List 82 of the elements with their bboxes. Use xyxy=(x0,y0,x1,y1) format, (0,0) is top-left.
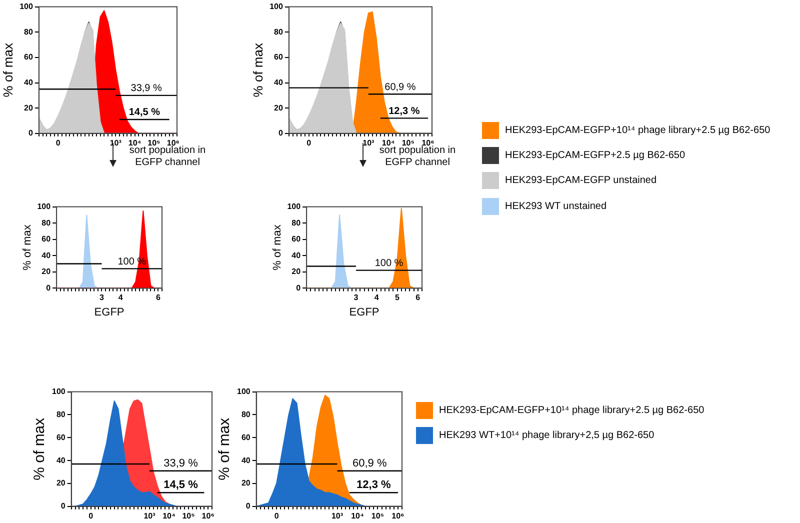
x-tick-label: 6 xyxy=(156,293,162,302)
y-tick-label: 0 xyxy=(28,128,34,138)
y-tick-label: 40 xyxy=(241,456,251,465)
y-axis-title: % of max xyxy=(250,42,266,98)
legend-label: HEK293 WT+10¹⁴ phage library+2,5 µg B62-650 xyxy=(439,430,654,441)
y-tick-label: 0 xyxy=(278,128,284,138)
y-tick-label: 20 xyxy=(24,103,34,112)
y-tick-label: 40 xyxy=(56,456,66,465)
x-tick-label: 10⁶ xyxy=(202,511,215,520)
y-tick-label: 60 xyxy=(274,52,284,62)
y-axis-title: % of max xyxy=(0,42,16,98)
x-tick-label: 10⁴ xyxy=(351,511,364,520)
legend-label: HEK293-EpCAM-EGFP+10¹⁴ phage library+2.5 µg B62-650 xyxy=(439,405,704,416)
x-tick-label: 10⁶ xyxy=(392,511,405,520)
y-tick-label: 60 xyxy=(24,52,34,62)
y-tick-label: 40 xyxy=(274,78,284,87)
annotation: 14,5 % xyxy=(128,107,160,118)
y-axis-title: % of max xyxy=(272,224,284,270)
y-tick-label: 0 xyxy=(60,502,66,511)
y-tick-label: 0 xyxy=(246,502,251,511)
x-tick-label: 10⁵ xyxy=(148,138,161,148)
legend-label: HEK293-EpCAM-EGFP+10¹⁴ phage library+2.5 µg B62-650 xyxy=(505,125,770,136)
x-tick-label: 10⁴ xyxy=(382,138,395,148)
annotation: 33,9 % xyxy=(164,457,198,470)
x-tick-label: 10⁴ xyxy=(162,511,176,520)
legend-label: HEK293-EpCAM-EGFP+2.5 µg B62-650 xyxy=(505,150,686,161)
y-tick-label: 20 xyxy=(56,478,66,488)
y-axis-title: % of max xyxy=(216,417,234,480)
y-tick-label: 100 xyxy=(52,387,66,396)
y-tick-label: 40 xyxy=(24,78,34,87)
y-tick-label: 80 xyxy=(241,410,251,419)
y-tick-label: 0 xyxy=(46,283,52,292)
y-tick-label: 100 xyxy=(270,2,284,12)
y-tick-label: 80 xyxy=(24,27,34,36)
y-tick-label: 20 xyxy=(42,267,52,276)
y-tick-label: 20 xyxy=(292,267,302,276)
legend-label: HEK293 WT unstained xyxy=(505,201,607,212)
x-tick-label: 3 xyxy=(354,293,359,302)
y-tick-label: 100 xyxy=(20,2,34,12)
annotation: 14,5 % xyxy=(164,479,198,492)
x-tick-label: 5 xyxy=(395,293,400,302)
y-tick-label: 80 xyxy=(42,218,52,228)
x-tick-label: 10⁵ xyxy=(402,138,415,148)
y-tick-label: 60 xyxy=(241,432,251,442)
x-tick-label: 10⁵ xyxy=(182,511,196,520)
x-tick-label: 10³ xyxy=(331,511,344,520)
x-axis-title: EGFP xyxy=(94,306,124,318)
y-tick-label: 80 xyxy=(56,410,66,419)
y-tick-label: 60 xyxy=(56,432,66,442)
x-tick-label: 4 xyxy=(374,293,380,302)
legend-label: HEK293-EpCAM-EGFP unstained xyxy=(505,175,657,186)
y-tick-label: 60 xyxy=(292,234,302,244)
x-axis-title: EGFP xyxy=(349,306,380,318)
y-tick-label: 100 xyxy=(287,202,302,212)
y-tick-label: 100 xyxy=(236,387,251,396)
y-tick-label: 100 xyxy=(37,202,52,212)
x-tick-label: 10⁴ xyxy=(128,138,142,148)
y-tick-label: 20 xyxy=(241,478,251,488)
x-tick-label: 3 xyxy=(100,293,105,302)
y-tick-label: 60 xyxy=(42,234,52,244)
annotation: 60,9 % xyxy=(352,457,387,470)
x-tick-label: 0 xyxy=(306,138,312,148)
y-axis-title: % of max xyxy=(22,224,34,270)
x-tick-label: 10⁵ xyxy=(371,511,384,520)
annotation: 12,3 % xyxy=(388,106,420,117)
y-tick-label: 40 xyxy=(42,250,52,260)
text: sort population in EGFP channel xyxy=(129,145,207,169)
y-tick-label: 80 xyxy=(292,218,302,228)
y-tick-label: 20 xyxy=(274,103,284,112)
y-axis-title: % of max xyxy=(31,417,48,480)
text: sort population in EGFP channel xyxy=(379,145,456,168)
y-tick-label: 0 xyxy=(296,283,302,292)
x-tick-label: 4 xyxy=(118,293,124,302)
annotation: 33,9 % xyxy=(130,83,162,94)
y-tick-label: 40 xyxy=(292,250,302,260)
x-tick-label: 10³ xyxy=(362,138,375,148)
x-tick-label: 6 xyxy=(416,293,421,302)
x-tick-label: 10³ xyxy=(144,511,156,520)
y-tick-label: 80 xyxy=(274,27,284,36)
x-tick-label: 0 xyxy=(88,511,94,520)
annotation: 12,3 % xyxy=(356,479,392,492)
annotation: 60,9 % xyxy=(384,82,416,93)
